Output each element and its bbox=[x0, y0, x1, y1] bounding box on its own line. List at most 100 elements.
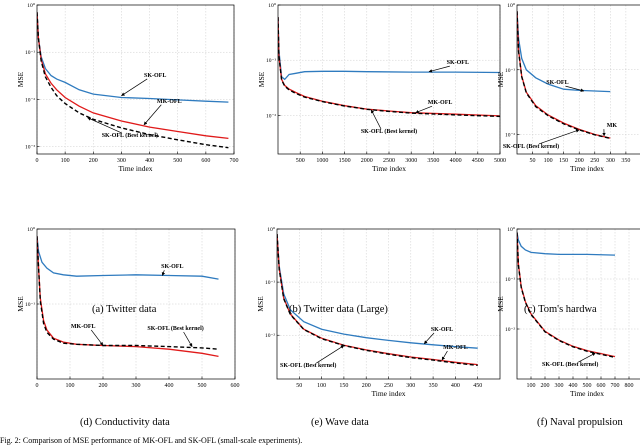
x-tick-label: 700 bbox=[611, 383, 620, 389]
annotation-label: SK-OFL (Best kernel) bbox=[147, 325, 203, 332]
x-tick-label: 500 bbox=[296, 158, 305, 164]
x-tick-label: 50 bbox=[530, 158, 536, 164]
x-tick-label: 0 bbox=[36, 158, 39, 164]
y-tick-label: 10⁻¹ bbox=[505, 68, 515, 74]
x-tick-label: 5000 bbox=[494, 158, 506, 164]
y-tick-label: 10⁰ bbox=[507, 2, 516, 9]
series-mk-ofl bbox=[517, 233, 615, 357]
x-tick-label: 100 bbox=[66, 383, 75, 389]
x-tick-label: 0 bbox=[36, 383, 39, 389]
annotation-arrow bbox=[316, 346, 344, 364]
x-axis-label: Time index bbox=[570, 389, 604, 398]
y-tick-label: 10⁻² bbox=[266, 113, 276, 119]
y-tick-label: 10⁰ bbox=[27, 226, 36, 233]
x-tick-label: 300 bbox=[555, 383, 564, 389]
annotation-arrow bbox=[539, 130, 579, 144]
series-mk-ofl bbox=[37, 236, 219, 356]
x-tick-label: 100 bbox=[317, 383, 326, 389]
x-tick-label: 500 bbox=[198, 383, 207, 389]
annotation-label: MK-OFL bbox=[157, 99, 182, 105]
x-tick-label: 300 bbox=[132, 383, 141, 389]
series-sk-ofl-best-kernel bbox=[37, 236, 219, 349]
y-axis-label: MSE bbox=[256, 296, 265, 312]
annotation-label: SK-OFL (Best kernel) bbox=[361, 128, 417, 135]
series-mk-ofl bbox=[37, 12, 228, 138]
annotation-arrow bbox=[442, 351, 447, 360]
y-tick-label: 10⁻² bbox=[505, 133, 515, 139]
y-tick-label: 10⁰ bbox=[268, 2, 277, 9]
y-axis-label: MSE bbox=[16, 296, 25, 312]
x-tick-label: 400 bbox=[165, 383, 174, 389]
annotation-label: SK-OFL bbox=[144, 73, 166, 79]
y-axis-label: MSE bbox=[16, 71, 25, 87]
series-sk-ofl bbox=[37, 236, 219, 279]
grid bbox=[517, 5, 640, 154]
series-group bbox=[37, 236, 219, 356]
annotation-label: SK-OFL (Best kernel) bbox=[542, 361, 598, 368]
x-tick-label: 600 bbox=[201, 158, 210, 164]
y-axis-label: MSE bbox=[496, 71, 505, 87]
annotation-arrow bbox=[144, 105, 161, 125]
caption-wave: (e) Wave data bbox=[311, 417, 369, 428]
annotation-label: MK-OFL bbox=[428, 100, 453, 106]
y-tick-label: 10⁻¹ bbox=[25, 302, 35, 308]
y-tick-label: 10⁻¹ bbox=[265, 280, 275, 286]
x-tick-label: 3000 bbox=[405, 158, 417, 164]
annotation-label: SK-OFL (Best kernel) bbox=[503, 143, 559, 150]
x-tick-label: 400 bbox=[451, 383, 460, 389]
x-tick-label: 150 bbox=[559, 158, 568, 164]
y-tick-label: 10⁰ bbox=[267, 226, 276, 233]
annotation-arrow bbox=[416, 106, 432, 113]
caption-toms-hardware: (c) Tom's hardwa bbox=[524, 304, 597, 315]
x-tick-label: 1000 bbox=[316, 158, 328, 164]
figure-footnote: Fig. 2: Comparison of MSE performance of… bbox=[0, 436, 302, 445]
annotation-arrow bbox=[162, 270, 164, 275]
x-tick-label: 4000 bbox=[450, 158, 462, 164]
y-tick-label: 10⁻² bbox=[505, 327, 515, 333]
x-tick-label: 200 bbox=[89, 158, 98, 164]
x-tick-label: 300 bbox=[406, 383, 415, 389]
annotation-arrow bbox=[121, 79, 147, 96]
annotation-arrow bbox=[91, 330, 103, 346]
y-tick-label: 10⁻² bbox=[25, 97, 35, 103]
y-tick-label: 10⁻¹ bbox=[266, 58, 276, 64]
x-tick-label: 800 bbox=[625, 383, 634, 389]
grid bbox=[37, 5, 234, 154]
y-tick-label: 10⁻¹ bbox=[25, 50, 35, 56]
x-tick-label: 150 bbox=[339, 383, 348, 389]
x-tick-label: 700 bbox=[230, 158, 239, 164]
plot-frame bbox=[37, 5, 234, 154]
annotation-label: SK-OFL bbox=[546, 80, 568, 86]
caption-twitter-large: (b) Twitter data (Large) bbox=[289, 304, 388, 315]
x-tick-label: 450 bbox=[473, 383, 482, 389]
annotation-label: MK-OFL bbox=[443, 345, 468, 351]
caption-conductivity: (d) Conductivity data bbox=[80, 417, 170, 428]
x-tick-label: 200 bbox=[541, 383, 550, 389]
annotation-arrow bbox=[371, 110, 381, 129]
x-tick-label: 200 bbox=[99, 383, 108, 389]
x-tick-label: 200 bbox=[362, 383, 371, 389]
x-axis-label: Time index bbox=[372, 164, 406, 173]
annotation-arrow bbox=[184, 332, 193, 347]
series-sk-ofl bbox=[517, 233, 615, 256]
annotation-label: SK-OFL (Best kernel) bbox=[102, 132, 158, 139]
annotation-label: MK-OFL bbox=[71, 324, 96, 330]
x-tick-label: 4500 bbox=[472, 158, 484, 164]
x-tick-label: 500 bbox=[173, 158, 182, 164]
annotation-arrow bbox=[578, 353, 595, 362]
annotation-arrow bbox=[424, 333, 434, 344]
x-tick-label: 50 bbox=[296, 383, 302, 389]
y-tick-label: 10⁰ bbox=[507, 226, 516, 233]
annotation-label: MK bbox=[607, 123, 618, 129]
series-sk-ofl-best-kernel bbox=[37, 12, 228, 147]
x-axis-label: Time index bbox=[371, 389, 405, 398]
y-tick-label: 10⁻² bbox=[265, 333, 275, 339]
y-tick-label: 10⁻¹ bbox=[505, 277, 515, 283]
annotation-arrow bbox=[429, 66, 450, 72]
x-tick-label: 350 bbox=[621, 158, 630, 164]
y-axis-label: MSE bbox=[257, 71, 266, 87]
caption-twitter: (a) Twitter data bbox=[92, 304, 156, 315]
x-tick-label: 100 bbox=[527, 383, 536, 389]
